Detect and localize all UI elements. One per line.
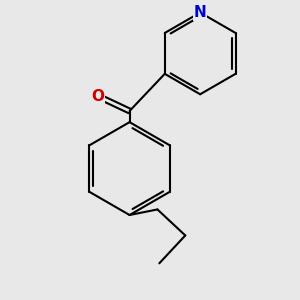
Text: N: N — [194, 5, 206, 20]
Text: O: O — [92, 88, 104, 104]
